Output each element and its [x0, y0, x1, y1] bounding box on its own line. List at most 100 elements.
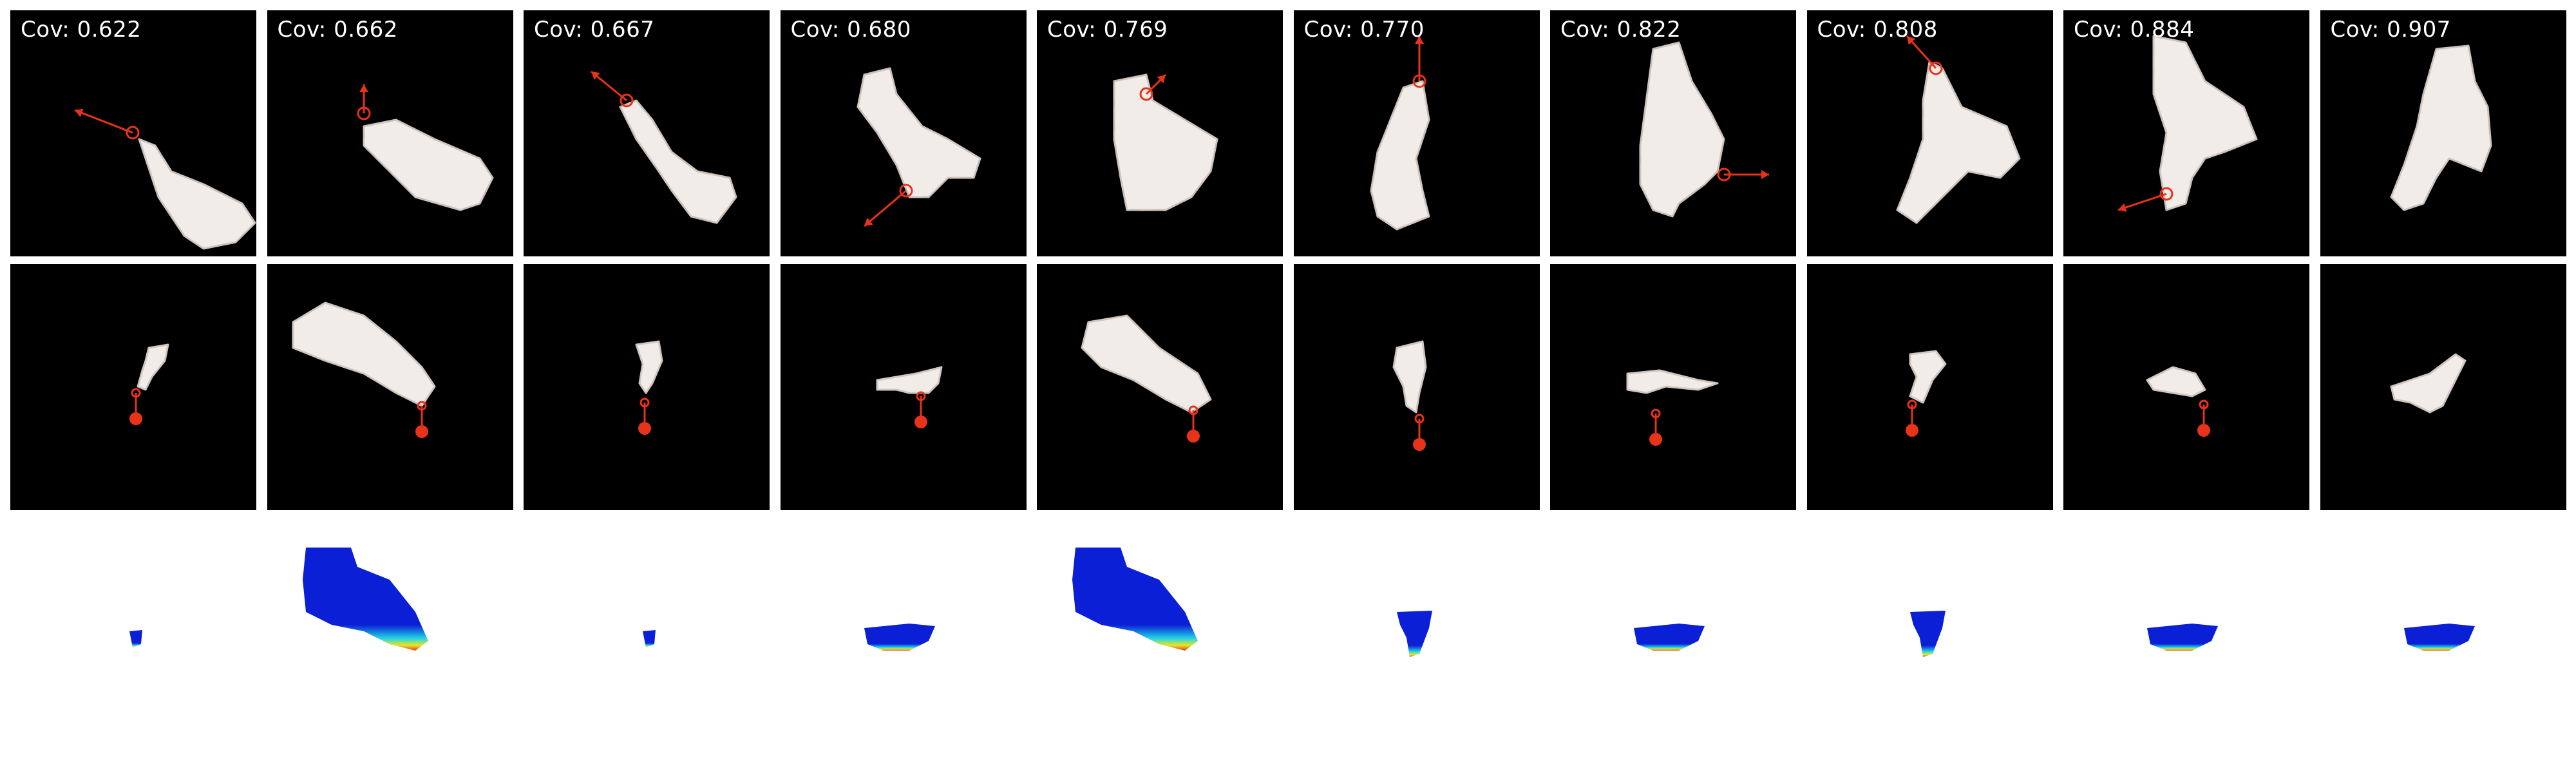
cloth-shape: [1081, 314, 1212, 414]
heatmap-shape: [864, 624, 935, 651]
coverage-label: Cov: 0.907: [2330, 17, 2451, 43]
cloth-render: [591, 70, 737, 224]
arrow-head: [1157, 75, 1166, 84]
coverage-heatmap-2: [302, 548, 428, 651]
arrow-head: [75, 108, 84, 117]
observation-tile-8: Cov: 0.808: [1806, 10, 2053, 256]
grasp-point-marker: [126, 126, 140, 140]
cloth-shape: [137, 343, 169, 391]
cloth-shape: [1896, 61, 2020, 224]
coverage-label: Cov: 0.680: [790, 17, 911, 43]
coverage-heatmap-7: [1634, 624, 1705, 651]
cloth-render: [2390, 44, 2492, 211]
top-view-tile-5: [1037, 264, 1283, 510]
observation-tile-5: Cov: 0.769: [1037, 10, 1283, 256]
cloth-render: [1113, 73, 1218, 211]
grasp-point-marker: [131, 388, 141, 398]
top-view-tile-2: [267, 264, 513, 510]
coverage-heatmap-10: [2403, 624, 2475, 651]
grasp-point-marker: [1139, 87, 1153, 101]
grasp-point-marker: [417, 401, 426, 411]
coverage-heatmap-9: [2147, 624, 2218, 651]
observation-tile-6: Cov: 0.770: [1293, 10, 1540, 256]
grasp-point-marker: [899, 184, 913, 198]
cloth-shape: [1370, 80, 1430, 231]
cloth-shape: [1626, 369, 1719, 394]
arrow-head: [864, 217, 873, 226]
coverage-label: Cov: 0.770: [1303, 17, 1425, 43]
place-point-marker: [1905, 424, 1918, 437]
coverage-heatmap-1: [129, 630, 142, 647]
coverage-label: Cov: 0.667: [534, 17, 655, 43]
grasp-point-marker: [1907, 399, 1917, 410]
top-view-render: [292, 301, 435, 438]
heatmap-shape: [302, 548, 428, 651]
arrow-head: [2118, 203, 2127, 212]
cloth-shape: [1392, 340, 1426, 414]
cloth-render: [74, 108, 256, 250]
cloth-render: [2117, 35, 2258, 212]
grasp-point-marker: [639, 397, 650, 408]
coverage-label: Cov: 0.822: [1560, 17, 1681, 43]
cloth-render: [857, 67, 981, 227]
top-view-tile-6: [1293, 264, 1540, 510]
top-view-tile-1: [10, 264, 256, 510]
coverage-label: Cov: 0.884: [2074, 17, 2195, 43]
cloth-shape: [1639, 41, 1725, 218]
heatmap-shape: [2403, 624, 2475, 651]
top-view-render: [1905, 350, 1946, 437]
observation-tile-7: Cov: 0.822: [1550, 10, 1796, 256]
grasp-point-marker: [1414, 414, 1424, 424]
grasp-point-marker: [1651, 408, 1661, 419]
grasp-point-marker: [1929, 61, 1942, 75]
coverage-label: Cov: 0.769: [1047, 17, 1168, 43]
cloth-render: [1639, 41, 1769, 218]
observation-tile-4: Cov: 0.680: [780, 10, 1027, 256]
top-view-render: [2390, 353, 2466, 414]
cloth-shape: [2390, 44, 2492, 211]
coverage-heatmap-5: [1072, 548, 1198, 651]
coverage-heatmap-4: [864, 624, 935, 651]
grasp-point-marker: [1717, 167, 1731, 182]
top-view-render: [1392, 340, 1426, 451]
top-view-render: [129, 343, 169, 425]
cloth-shape: [2146, 366, 2206, 397]
cloth-shape: [1113, 73, 1218, 211]
arrow-head: [1761, 170, 1769, 179]
heatmap-shape: [1909, 611, 1946, 657]
action-arrow: [74, 109, 133, 134]
cloth-shape: [876, 366, 942, 394]
heatmap-shape: [1072, 548, 1198, 651]
cloth-render: [1370, 36, 1430, 231]
grasp-point-marker: [1188, 405, 1198, 415]
cloth-render: [1896, 35, 2020, 224]
place-point-marker: [129, 412, 142, 425]
observation-tile-2: Cov: 0.662: [267, 10, 513, 256]
coverage-heatmap-8: [1909, 611, 1946, 657]
cloth-shape: [292, 301, 435, 407]
grasp-point-marker: [2159, 187, 2174, 201]
top-view-tile-3: [524, 264, 770, 510]
top-view-tile-9: [2063, 264, 2309, 510]
cloth-shape: [2152, 35, 2258, 211]
arrow-head: [1906, 36, 1915, 45]
top-view-render: [1626, 369, 1719, 446]
grasp-point-marker: [620, 93, 634, 108]
grasp-point-marker: [916, 391, 925, 401]
cloth-shape: [2390, 353, 2466, 414]
top-view-tile-7: [1550, 264, 1796, 510]
action-arrow: [2117, 193, 2167, 211]
arrow-head: [1414, 36, 1424, 44]
arrow-head: [591, 72, 600, 81]
place-point-marker: [415, 425, 428, 438]
top-view-render: [2146, 366, 2210, 437]
heatmap-shape: [129, 630, 142, 647]
coverage-label: Cov: 0.622: [21, 17, 142, 43]
grasp-point-marker: [2199, 399, 2209, 410]
grasp-point-marker: [1412, 74, 1426, 88]
place-point-marker: [914, 415, 927, 428]
top-view-tile-8: [1806, 264, 2053, 510]
observation-tile-10: Cov: 0.907: [2320, 10, 2566, 256]
cloth-render: [357, 84, 493, 211]
coverage-label: Cov: 0.662: [277, 17, 398, 43]
